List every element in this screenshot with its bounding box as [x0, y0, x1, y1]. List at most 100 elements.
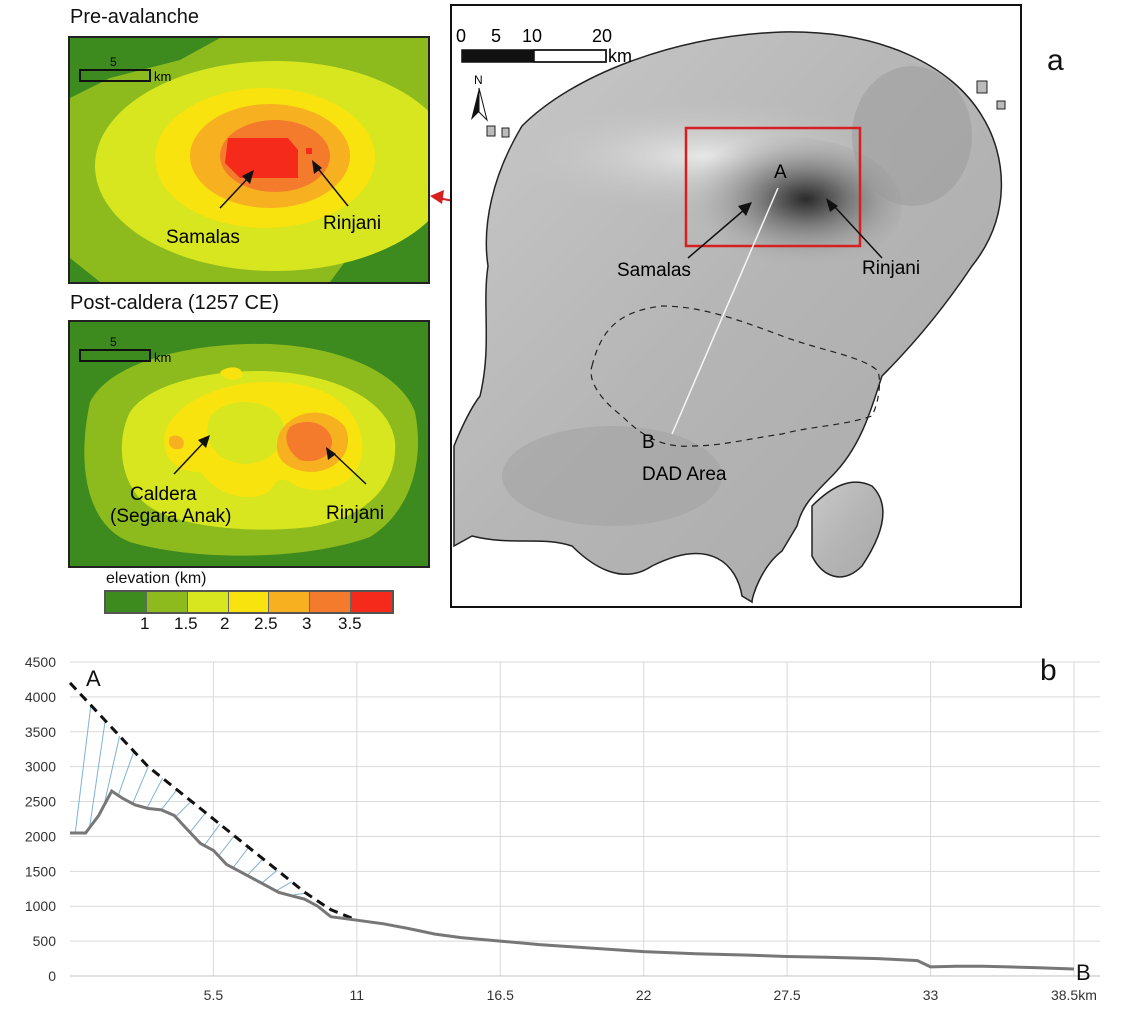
y-tick-label: 1000	[25, 898, 56, 914]
study-area-box	[684, 126, 862, 248]
segara-anak-label: (Segara Anak)	[110, 506, 231, 527]
y-tick-label: 500	[33, 933, 57, 949]
y-tick-label: 2000	[25, 828, 56, 844]
chart-point-a-label: A	[86, 666, 101, 691]
legend-title: elevation (km)	[106, 570, 207, 587]
caldera-arrow	[173, 439, 207, 475]
elevation-profile-chart: 0 500 1000 1500 2000 2500 3000 3500 4000 4500 5.5 1…	[0, 640, 1130, 1008]
samalas-arrow	[687, 209, 745, 259]
scale-unit: km	[608, 46, 632, 66]
inset-post-title: Post-caldera (1257 CE)	[70, 292, 279, 314]
rinjani-label: Rinjani	[326, 503, 384, 524]
inset-pre-title: Pre-avalanche	[70, 6, 199, 28]
y-tick-label: 1500	[25, 863, 56, 879]
hatch-line	[218, 835, 235, 857]
rinjani-arrowhead	[312, 160, 322, 174]
y-tick-label: 2500	[25, 794, 56, 810]
rinjani-arrow	[315, 165, 349, 207]
samalas-arrowhead	[738, 202, 752, 216]
dad-area-label: DAD Area	[642, 464, 727, 485]
elevation-zone-3-5	[286, 421, 333, 462]
islet	[486, 125, 496, 137]
rinjani-label: Rinjani	[323, 213, 381, 234]
samalas-label: Samalas	[166, 227, 240, 248]
legend-tick: 3.5	[338, 614, 362, 633]
hatch-line	[103, 735, 121, 806]
scale-unit: km	[154, 350, 171, 365]
y-tick-label: 0	[48, 968, 56, 984]
samalas-arrowhead	[242, 170, 254, 184]
scale-tick: 20	[592, 26, 612, 46]
summit-zone	[225, 138, 298, 178]
caldera-arrowhead	[198, 435, 210, 448]
north-label: N	[474, 73, 483, 87]
x-tick-label: 5.5	[204, 987, 224, 1003]
pre-avalanche-profile-line	[68, 681, 358, 922]
y-tick-label: 4500	[25, 654, 56, 670]
legend-swatch	[310, 592, 352, 612]
dad-area-outline	[590, 305, 881, 447]
samalas-arrow	[219, 175, 251, 209]
legend-tick: 2.5	[254, 614, 278, 633]
islet	[976, 80, 988, 94]
low-elevation-area	[70, 38, 220, 98]
hatch-line	[203, 823, 221, 846]
point-b-label: B	[642, 432, 655, 453]
hatch-line	[275, 881, 292, 892]
x-tick-label: 11	[350, 987, 365, 1003]
rinjani-arrow	[331, 451, 367, 485]
inset-pre-avalanche-map: 5 km Samalas Rinjani	[68, 36, 430, 284]
hatch-line	[246, 858, 264, 876]
legend-tick: 3	[302, 614, 312, 633]
hatch-line	[89, 720, 106, 828]
legend-swatch	[106, 592, 147, 612]
main-scale-bar: 0 5 10 20 km	[456, 26, 632, 66]
profile-chart-svg: 0 500 1000 1500 2000 2500 3000 3500 4000 4500 5.5 1…	[25, 654, 1100, 1003]
samalas-label: Samalas	[617, 260, 691, 281]
north-arrow-icon: N	[471, 73, 488, 122]
scale-number: 5	[110, 55, 117, 69]
rinjani-arrowhead	[326, 447, 336, 460]
point-a-label: A	[774, 162, 787, 183]
lombok-island-map: A B Samalas Rinjani DAD Area 0 5 10 20 k…	[453, 26, 1006, 604]
legend-swatch	[351, 592, 393, 612]
main-map-frame: A B Samalas Rinjani DAD Area 0 5 10 20 k…	[450, 4, 1022, 608]
volcano-shading	[662, 136, 902, 276]
legend-ticks: 1 1.5 2 2.5 3 3.5	[104, 614, 394, 636]
connector-arrowhead	[430, 190, 444, 204]
hatch-line	[160, 789, 178, 811]
inset-post-caldera-map: 5 km Caldera (Segara Anak) Rinjani	[68, 320, 430, 568]
x-tick-label: 27.5	[773, 987, 800, 1003]
islet	[501, 127, 510, 138]
islet	[996, 100, 1006, 110]
scale-tick: 10	[522, 26, 542, 46]
legend-swatch	[228, 592, 270, 612]
legend-swatch	[269, 592, 311, 612]
profile-line	[671, 187, 779, 435]
scale-tick: 5	[491, 26, 501, 46]
inset-pre-svg: 5 km Samalas Rinjani	[70, 38, 428, 282]
post-avalanche-profile-line	[70, 788, 1074, 971]
legend-swatch	[187, 592, 229, 612]
panel-b-letter: b	[1040, 654, 1057, 687]
y-tick-label: 3000	[25, 759, 56, 775]
southeast-peninsula	[811, 481, 884, 578]
scale-tick: 0	[456, 26, 466, 46]
hatch-line	[232, 846, 250, 869]
hatch-line	[261, 869, 278, 884]
x-tick-label: 33	[923, 987, 939, 1003]
panel-a-letter: a	[1047, 44, 1064, 77]
rinjani-arrowhead	[826, 198, 838, 212]
y-tick-label: 4000	[25, 689, 56, 705]
y-tick-label: 3500	[25, 724, 56, 740]
x-tick-label: 22	[636, 987, 652, 1003]
hatch-line	[146, 777, 164, 809]
scale-unit: km	[154, 69, 171, 84]
legend-tick: 1.5	[174, 614, 198, 633]
scale-bar	[79, 69, 151, 82]
hatch-line	[175, 800, 192, 818]
x-tick-label: 16.5	[487, 987, 514, 1003]
rinjani-label: Rinjani	[862, 258, 920, 279]
legend-swatch	[146, 592, 188, 612]
x-tick-label: 38.5km	[1051, 987, 1097, 1003]
